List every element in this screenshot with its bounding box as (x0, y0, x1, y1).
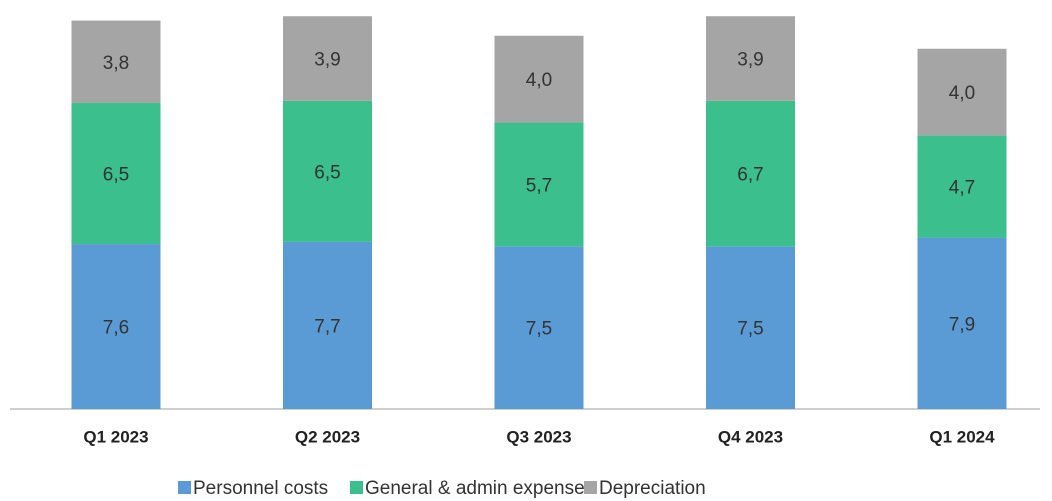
bar-segment (917, 135, 1007, 238)
x-tick-label: Q2 2023 (295, 427, 360, 446)
bar-segment (494, 122, 584, 247)
x-tick-label: Q1 2023 (83, 427, 148, 446)
data-label: 7,6 (103, 318, 129, 339)
bar-segment (706, 100, 795, 247)
data-label: 7,9 (949, 314, 975, 335)
bar-segment (283, 100, 372, 242)
data-label: 4,7 (949, 178, 975, 199)
legend-swatch (584, 481, 597, 494)
data-label: 5,7 (526, 175, 552, 196)
bar-segment (71, 20, 161, 104)
data-label: 4,0 (526, 70, 552, 91)
x-tick-label: Q1 2024 (929, 427, 995, 446)
x-tick-label: Q4 2023 (718, 427, 783, 446)
bar-segment (71, 103, 161, 245)
bar-segment (71, 244, 161, 409)
data-label: 3,8 (103, 53, 129, 74)
data-label: 6,5 (103, 165, 129, 186)
data-label: 3,9 (314, 50, 340, 71)
data-label: 7,5 (526, 319, 552, 340)
data-label: 6,5 (314, 162, 340, 183)
bar-segment (917, 48, 1007, 136)
bar-segment (917, 237, 1007, 409)
bar-segment (706, 246, 795, 409)
bar-segment (494, 246, 584, 409)
legend-label: General & admin expenses (365, 478, 594, 499)
data-label: 7,5 (737, 319, 763, 340)
bar-segment (706, 16, 795, 101)
data-label: 7,7 (314, 316, 340, 337)
data-label: 4,0 (949, 83, 975, 104)
bar-segment (283, 16, 372, 101)
data-label: 3,9 (737, 50, 763, 71)
legend-label: Depreciation (599, 478, 706, 499)
bar-segment (283, 241, 372, 409)
x-tick-label: Q3 2023 (506, 427, 571, 446)
data-label: 6,7 (737, 165, 763, 186)
legend-swatch (178, 481, 191, 494)
legend-swatch (350, 481, 363, 494)
bar-segment (494, 35, 584, 123)
legend-label: Personnel costs (193, 478, 328, 499)
